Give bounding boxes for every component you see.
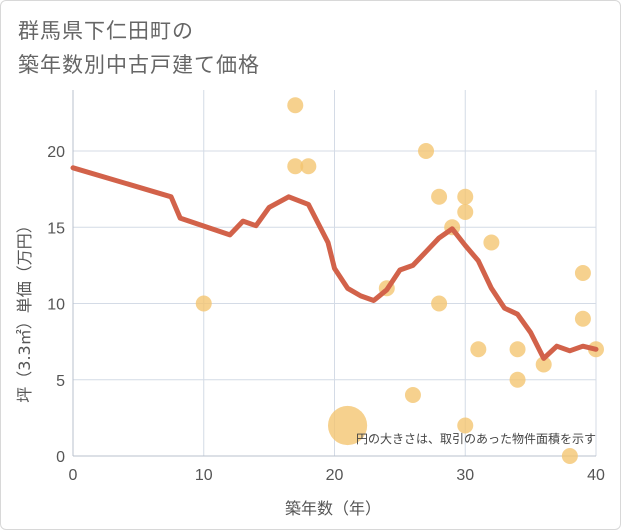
size-note: 円の大きさは、取引のあった物件面積を示す — [356, 431, 596, 446]
chart-title-line-2: 築年数別中古戸建て価格 — [18, 53, 260, 77]
x-tick-label: 0 — [69, 467, 78, 484]
scatter-point — [457, 188, 474, 205]
scatter-point — [574, 265, 591, 281]
scatter-point — [327, 405, 368, 446]
y-tick-label: 15 — [47, 220, 65, 237]
scatter-point — [509, 341, 526, 358]
x-tick-label: 40 — [587, 467, 605, 484]
grid-lines — [72, 90, 597, 457]
chart-title-line-1: 群馬県下仁田町の — [18, 19, 194, 43]
scatter-points — [195, 97, 604, 464]
scatter-point — [457, 417, 474, 434]
trend-line — [70, 165, 599, 361]
scatter-point — [509, 371, 526, 388]
y-tick-label: 0 — [56, 449, 65, 466]
y-tick-label: 10 — [47, 297, 65, 314]
x-tick-label: 10 — [195, 467, 213, 484]
scatter-point — [404, 387, 421, 403]
scatter-point — [431, 188, 448, 205]
scatter-point — [287, 158, 304, 175]
scatter-point — [418, 143, 435, 159]
chart-title: 群馬県下仁田町の 築年数別中古戸建て価格 — [18, 14, 260, 82]
scatter-point — [561, 448, 578, 464]
scatter-point — [483, 234, 500, 251]
y-axis-title: 坪（3.3㎡）単価（万円） — [15, 217, 34, 402]
y-tick-label: 5 — [56, 373, 65, 390]
scatter-point — [431, 295, 448, 312]
x-tick-label: 20 — [326, 467, 344, 484]
scatter-point — [574, 310, 591, 327]
scatter-point — [195, 295, 212, 312]
scatter-point — [470, 341, 487, 358]
scatter-point — [300, 158, 317, 175]
y-tick-label: 20 — [47, 144, 65, 161]
scatter-point — [287, 97, 304, 114]
scatter-point — [457, 204, 474, 220]
scatter-point — [535, 356, 552, 373]
tick-labels: 0 10 20 30 40 0 5 10 15 20 — [47, 144, 605, 484]
x-tick-label: 30 — [456, 467, 474, 484]
trend-line-group — [70, 165, 599, 361]
x-axis-title: 築年数（年） — [285, 499, 381, 518]
